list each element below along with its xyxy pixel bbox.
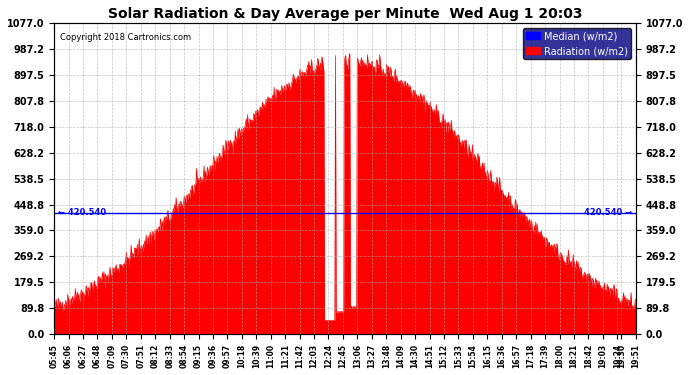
Text: Copyright 2018 Cartronics.com: Copyright 2018 Cartronics.com bbox=[60, 33, 191, 42]
Text: 420.540 →: 420.540 → bbox=[584, 208, 633, 217]
Legend: Median (w/m2), Radiation (w/m2): Median (w/m2), Radiation (w/m2) bbox=[522, 28, 631, 59]
Text: ← 420.540: ← 420.540 bbox=[57, 208, 106, 217]
Title: Solar Radiation & Day Average per Minute  Wed Aug 1 20:03: Solar Radiation & Day Average per Minute… bbox=[108, 7, 582, 21]
